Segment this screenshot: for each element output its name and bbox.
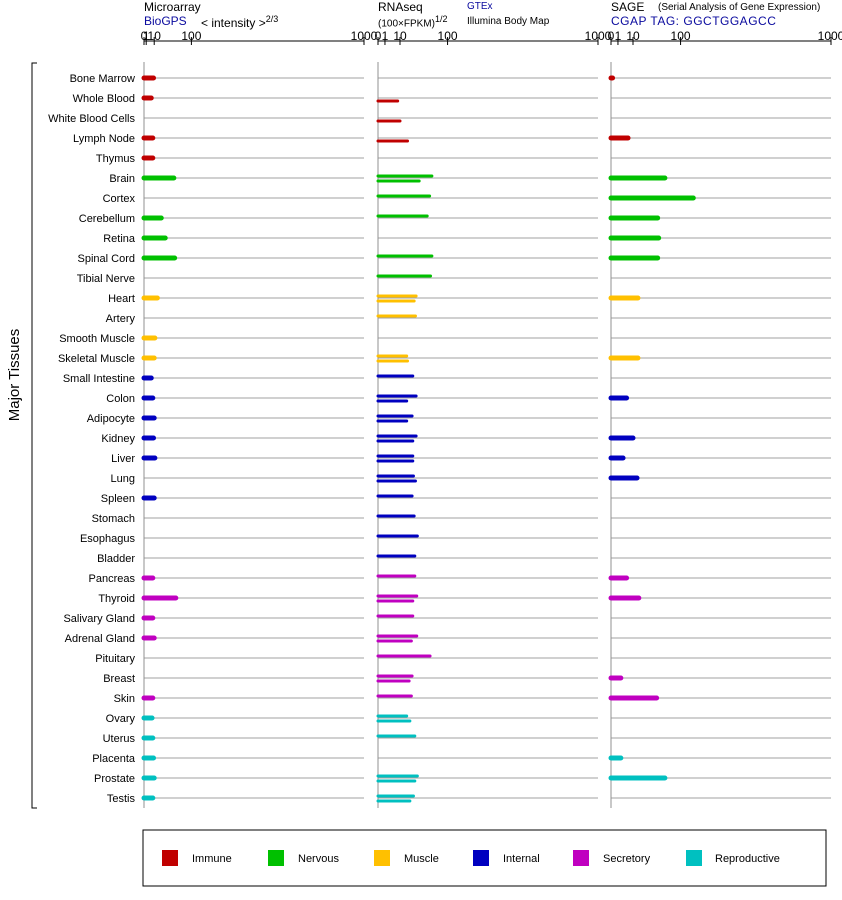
category-label: Bladder bbox=[97, 553, 135, 565]
sage-title: SAGE bbox=[611, 0, 645, 14]
category-label: Kidney bbox=[101, 433, 135, 445]
category-label: Adrenal Gland bbox=[65, 633, 135, 645]
microarray-tick-label: 1 bbox=[143, 29, 150, 43]
y-axis-label: Major Tissues bbox=[6, 329, 23, 422]
legend-swatch-muscle bbox=[374, 850, 390, 866]
sage-tick-label: 0 bbox=[608, 29, 615, 43]
category-label: Liver bbox=[111, 453, 135, 465]
category-label: Stomach bbox=[92, 513, 135, 525]
rnaseq-tick-label: 1 bbox=[382, 29, 389, 43]
rnaseq-unit-label: (100×FPKM)1/2 bbox=[378, 14, 447, 29]
rnaseq-unit-exponent: 1/2 bbox=[434, 14, 448, 24]
rnaseq-tick-label: 10 bbox=[393, 29, 407, 43]
category-label: Adipocyte bbox=[87, 413, 135, 425]
legend-label-internal: Internal bbox=[503, 853, 540, 865]
category-label: Small Intestine bbox=[63, 373, 135, 385]
category-label: Thymus bbox=[96, 153, 136, 165]
category-label: Ovary bbox=[106, 713, 136, 725]
category-label: Spleen bbox=[101, 493, 135, 505]
microarray-source-link[interactable]: BioGPS bbox=[144, 14, 187, 28]
category-label: Pancreas bbox=[89, 573, 136, 585]
category-label: Testis bbox=[107, 793, 136, 805]
category-label: Artery bbox=[106, 313, 136, 325]
legend-swatch-internal bbox=[473, 850, 489, 866]
sage-tick-label: 1 bbox=[615, 29, 622, 43]
legend-label-muscle: Muscle bbox=[404, 853, 439, 865]
category-label: Smooth Muscle bbox=[59, 333, 135, 345]
sage-tick-label: 100 bbox=[671, 29, 691, 43]
sage-tick-label: 10 bbox=[626, 29, 640, 43]
legend-label-reproductive: Reproductive bbox=[715, 853, 780, 865]
category-label: Placenta bbox=[92, 753, 136, 765]
microarray-unit-exponent: 2/3 bbox=[265, 14, 279, 24]
category-label: Retina bbox=[103, 233, 136, 245]
microarray-tick-label: 100 bbox=[181, 29, 201, 43]
sage-subtitle: (Serial Analysis of Gene Expression) bbox=[658, 2, 821, 13]
rnaseq-unit-text: (100×FPKM) bbox=[378, 18, 435, 30]
legend-label-secretory: Secretory bbox=[603, 853, 651, 865]
sage-tag-link[interactable]: CGAP TAG: GGCTGGAGCC bbox=[611, 14, 777, 28]
category-label: Prostate bbox=[94, 773, 135, 785]
microarray-title: Microarray bbox=[144, 0, 201, 14]
category-label: White Blood Cells bbox=[48, 113, 135, 125]
legend-swatch-reproductive bbox=[686, 850, 702, 866]
tissue-bracket bbox=[31, 62, 37, 809]
rnaseq-gtex-link[interactable]: GTEx bbox=[467, 1, 493, 12]
microarray-tick-label: 0 bbox=[141, 29, 148, 43]
category-label: Spinal Cord bbox=[78, 253, 135, 265]
sage-tick-label: 1000 bbox=[818, 29, 842, 43]
category-label: Whole Blood bbox=[73, 93, 135, 105]
sage-panel: 0 1 10 100 1000 bbox=[608, 29, 842, 808]
legend-swatch-immune bbox=[162, 850, 178, 866]
rnaseq-tick-label: 0 bbox=[375, 29, 382, 43]
category-label: Bone Marrow bbox=[70, 73, 135, 85]
category-label: Colon bbox=[106, 393, 135, 405]
category-label: Cortex bbox=[103, 193, 136, 205]
category-label: Lymph Node bbox=[73, 133, 135, 145]
legend-swatch-nervous bbox=[268, 850, 284, 866]
category-label: Cerebellum bbox=[79, 213, 135, 225]
microarray-tick-label: 1000 bbox=[351, 29, 378, 43]
category-label: Heart bbox=[108, 293, 135, 305]
category-label: Breast bbox=[103, 673, 135, 685]
category-label: Tibial Nerve bbox=[77, 273, 135, 285]
microarray-unit-text: < intensity > bbox=[201, 16, 266, 30]
category-label: Lung bbox=[111, 473, 135, 485]
category-label: Uterus bbox=[103, 733, 136, 745]
category-label: Thyroid bbox=[98, 593, 135, 605]
category-label: Brain bbox=[109, 173, 135, 185]
legend-label-nervous: Nervous bbox=[298, 853, 339, 865]
rnaseq-title: RNAseq bbox=[378, 0, 423, 14]
legend-swatch-secretory bbox=[573, 850, 589, 866]
category-label: Salivary Gland bbox=[63, 613, 135, 625]
legend-label-immune: Immune bbox=[192, 853, 232, 865]
rnaseq-panel: 0 1 10 100 1000 bbox=[375, 29, 612, 808]
rnaseq-illumina-label: Illumina Body Map bbox=[467, 16, 550, 27]
category-label: Skeletal Muscle bbox=[58, 353, 135, 365]
rnaseq-tick-label: 1000 bbox=[585, 29, 612, 43]
microarray-unit-label: < intensity >2/3 bbox=[201, 14, 278, 30]
rnaseq-tick-label: 100 bbox=[438, 29, 458, 43]
category-label: Skin bbox=[114, 693, 135, 705]
category-label: Esophagus bbox=[80, 533, 136, 545]
category-label: Pituitary bbox=[95, 653, 135, 665]
microarray-tick-label: 10 bbox=[148, 29, 162, 43]
